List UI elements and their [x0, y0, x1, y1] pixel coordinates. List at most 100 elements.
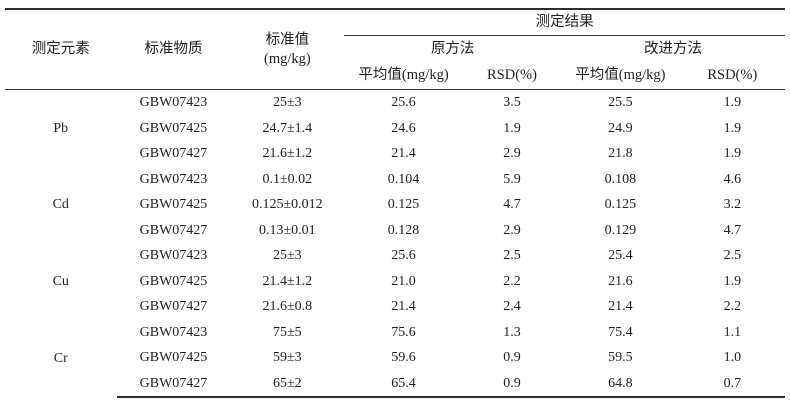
impr-mean-cell: 0.125 — [604, 197, 637, 212]
impr-mean-cell: 21.6 — [608, 273, 633, 289]
header-standard-value: 标准值 (mg/kg) — [230, 9, 345, 90]
material-cell: GBW07425 — [139, 350, 208, 365]
impr-mean-cell: 21.8 — [608, 146, 633, 161]
material-cell: GBW07427 — [139, 222, 208, 238]
table-row: Cr GBW07423 75±5 75.6 1.3 75.4 1.1 — [5, 320, 785, 366]
header-row-methods: 原方法 改进方法 — [5, 36, 785, 63]
standard-cell: 21.4±1.2 — [262, 273, 313, 289]
impr-rsd-cell: 1.1 — [723, 324, 742, 340]
material-cell: GBW07427 — [116, 370, 231, 398]
orig-mean-cell: 25.6 — [391, 248, 416, 263]
orig-rsd-cell: 4.7 — [503, 197, 521, 212]
orig-mean-cell: 21.4 — [391, 299, 416, 314]
header-standard-value-line2: (mg/kg) — [263, 51, 311, 67]
orig-rsd-cell: 2.9 — [503, 146, 521, 161]
header-element: 测定元素 — [5, 9, 117, 90]
element-cell: Cr — [53, 350, 68, 366]
orig-rsd-cell: 2.4 — [503, 299, 521, 314]
table-row: Cd GBW07423 0.1±0.02 0.104 5.9 0.108 4.6 — [5, 167, 785, 213]
orig-mean-cell: 59.6 — [391, 350, 416, 365]
orig-rsd-cell: 1.3 — [503, 324, 521, 340]
header-orig-mean: 平均值(mg/kg) — [344, 62, 463, 90]
orig-mean-cell: 65.4 — [344, 370, 463, 398]
material-cell: GBW07425 — [139, 273, 208, 289]
standard-cell: 21.6±1.2 — [262, 146, 313, 161]
impr-rsd-cell: 1.9 — [723, 95, 742, 110]
orig-mean-cell: 75.6 — [391, 324, 416, 340]
table-header: 测定元素 标准物质 标准值 (mg/kg) 测定结果 原方法 改进方法 平均值(… — [5, 9, 785, 90]
impr-mean-cell: 25.4 — [608, 248, 633, 263]
standard-cell: 65±2 — [230, 370, 345, 398]
table-row: GBW07427 21.6±1.2 21.4 2.9 21.8 1.9 — [5, 141, 785, 167]
material-cell: GBW07427 — [139, 299, 208, 314]
orig-mean-cell: 0.104 — [387, 171, 420, 187]
header-impr-mean: 平均值(mg/kg) — [561, 62, 680, 90]
header-results-group: 测定结果 — [344, 9, 785, 36]
element-cell: Cd — [52, 197, 69, 212]
material-cell: GBW07423 — [139, 171, 208, 187]
orig-mean-cell: 24.6 — [391, 120, 416, 136]
measurement-results-table: 测定元素 标准物质 标准值 (mg/kg) 测定结果 原方法 改进方法 平均值(… — [5, 8, 785, 398]
standard-cell: 25±3 — [273, 95, 302, 110]
impr-mean-cell: 0.108 — [604, 171, 637, 187]
orig-mean-cell: 25.6 — [391, 95, 416, 110]
impr-rsd-cell: 1.0 — [723, 350, 742, 365]
header-impr-rsd: RSD(%) — [679, 62, 785, 90]
impr-rsd-cell: 1.9 — [723, 146, 742, 161]
impr-rsd-cell: 2.2 — [723, 299, 742, 314]
orig-mean-cell: 0.128 — [387, 222, 420, 238]
material-cell: GBW07423 — [139, 324, 208, 340]
standard-cell: 0.13±0.01 — [259, 222, 316, 238]
impr-rsd-cell: 1.9 — [723, 120, 742, 136]
material-cell: GBW07423 — [139, 248, 208, 263]
table-row: Cu GBW07423 25±3 25.6 2.5 25.4 2.5 — [5, 243, 785, 289]
standard-cell: 25±3 — [273, 248, 302, 263]
header-row-sub: 平均值(mg/kg) RSD(%) 平均值(mg/kg) RSD(%) — [5, 62, 785, 90]
orig-mean-cell: 21.4 — [391, 146, 416, 161]
impr-mean-cell: 24.9 — [608, 120, 633, 136]
impr-rsd-cell: 3.2 — [723, 197, 742, 212]
material-cell: GBW07425 — [139, 197, 208, 212]
orig-rsd-cell: 0.9 — [462, 370, 562, 398]
orig-rsd-cell: 2.2 — [503, 273, 521, 289]
impr-mean-cell: 0.129 — [604, 222, 637, 238]
impr-rsd-cell: 4.7 — [723, 222, 742, 238]
header-method-original: 原方法 — [430, 40, 475, 57]
impr-rsd-cell: 2.5 — [723, 248, 742, 263]
impr-mean-cell: 75.4 — [608, 324, 633, 340]
orig-mean-cell: 0.125 — [387, 197, 420, 212]
table-row: GBW07427 0.13±0.01 0.128 2.9 0.129 4.7 — [5, 218, 785, 244]
header-material: 标准物质 — [116, 9, 231, 90]
standard-cell: 0.1±0.02 — [262, 171, 313, 187]
impr-rsd-cell: 4.6 — [723, 171, 742, 187]
element-cell: Pb — [53, 120, 69, 136]
material-cell: GBW07427 — [139, 146, 208, 161]
impr-rsd-cell: 1.9 — [723, 273, 742, 289]
table-row: GBW07425 24.7±1.4 24.6 1.9 24.9 1.9 — [5, 116, 785, 142]
header-row-results: 测定元素 标准物质 标准值 (mg/kg) 测定结果 — [5, 9, 785, 90]
header-orig-rsd: RSD(%) — [462, 62, 562, 90]
orig-rsd-cell: 0.9 — [503, 350, 521, 365]
element-cell: Cu — [52, 273, 69, 289]
orig-rsd-cell: 2.5 — [503, 248, 521, 263]
material-cell: GBW07423 — [139, 95, 208, 110]
material-cell: GBW07425 — [139, 120, 208, 136]
orig-rsd-cell: 5.9 — [503, 171, 521, 187]
impr-rsd-cell: 0.7 — [679, 370, 785, 398]
header-standard-value-line1: 标准值 — [265, 31, 310, 48]
table-row: Pb GBW07423 25±3 25.6 3.5 25.5 1.9 — [5, 90, 785, 136]
table-row: GBW07427 21.6±0.8 21.4 2.4 21.4 2.2 — [5, 294, 785, 320]
orig-rsd-cell: 3.5 — [503, 95, 521, 110]
standard-cell: 21.6±0.8 — [262, 299, 313, 314]
standard-cell: 24.7±1.4 — [262, 120, 313, 136]
impr-mean-cell: 21.4 — [608, 299, 633, 314]
impr-mean-cell: 25.5 — [608, 95, 633, 110]
standard-cell: 59±3 — [273, 350, 302, 365]
orig-mean-cell: 21.0 — [391, 273, 416, 289]
table-row: GBW07425 59±3 59.6 0.9 59.5 1.0 — [5, 345, 785, 371]
table-row: GBW07425 21.4±1.2 21.0 2.2 21.6 1.9 — [5, 269, 785, 295]
standard-cell: 75±5 — [273, 324, 302, 340]
table-row: GBW07427 65±2 65.4 0.9 64.8 0.7 — [5, 370, 785, 398]
paper-table-page: 测定元素 标准物质 标准值 (mg/kg) 测定结果 原方法 改进方法 平均值(… — [5, 8, 785, 398]
orig-rsd-cell: 1.9 — [503, 120, 521, 136]
